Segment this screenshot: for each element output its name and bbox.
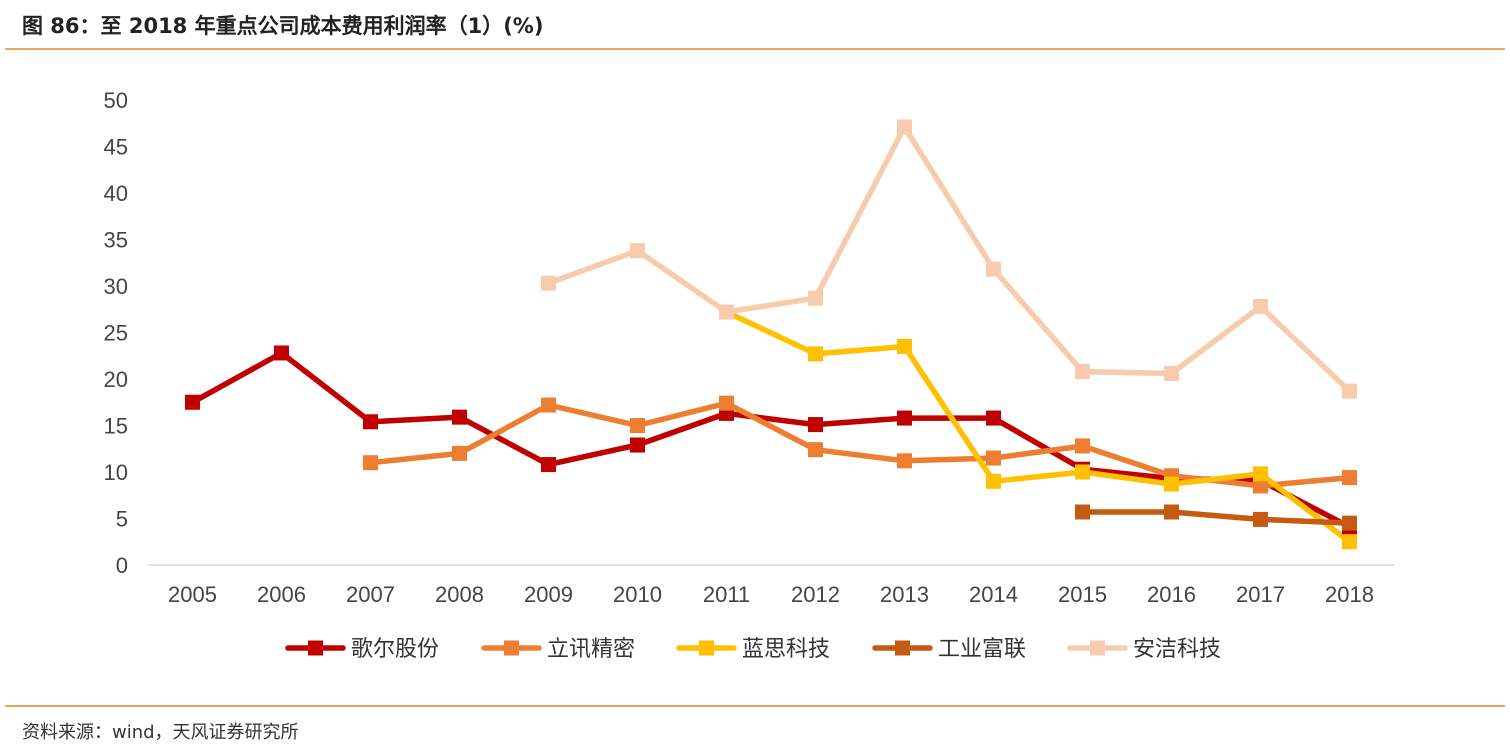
legend-label: 歌尔股份 [351, 637, 439, 662]
y-tick-label: 5 [116, 507, 128, 532]
legend-marker [308, 640, 323, 656]
legend-label: 安洁科技 [1133, 637, 1221, 662]
data-point [1342, 534, 1357, 550]
y-tick-label: 30 [104, 274, 128, 299]
x-tick-label: 2009 [524, 582, 573, 607]
legend-label: 蓝思科技 [742, 637, 830, 662]
y-tick-label: 40 [104, 181, 128, 206]
series-line-3 [1079, 509, 1353, 526]
data-point [808, 346, 823, 362]
data-point [1342, 515, 1357, 531]
y-axis-ticks: 0 5 10 15 20 25 30 35 40 45 50 [104, 88, 128, 578]
y-tick-label: 45 [104, 135, 128, 160]
legend-label: 立讯精密 [547, 637, 635, 662]
header: 图 86：至 2018 年重点公司成本费用利润率（1）(%) [0, 0, 1510, 50]
data-point [274, 345, 289, 361]
series-markers [185, 119, 1357, 550]
data-point [363, 414, 378, 430]
y-tick-label: 35 [104, 228, 128, 253]
x-tick-label: 2015 [1058, 582, 1107, 607]
data-point [1075, 504, 1090, 520]
series-line-4 [545, 124, 1353, 394]
legend-marker [895, 640, 910, 656]
data-point [541, 275, 556, 291]
data-point [986, 410, 1001, 426]
data-point [1253, 298, 1268, 314]
legend-label: 工业富联 [938, 637, 1026, 662]
header-divider [5, 48, 1505, 50]
data-point [452, 409, 467, 425]
data-point [1253, 478, 1268, 494]
data-point [897, 119, 912, 135]
data-point [1164, 504, 1179, 520]
legend-marker [699, 640, 714, 656]
y-tick-label: 50 [104, 88, 128, 113]
data-point [1342, 470, 1357, 486]
legend-marker [1090, 640, 1105, 656]
data-point [363, 455, 378, 471]
x-tick-label: 2017 [1236, 582, 1285, 607]
x-tick-label: 2018 [1325, 582, 1374, 607]
data-point [1342, 383, 1357, 399]
data-point [1253, 466, 1268, 482]
y-tick-label: 0 [116, 553, 128, 578]
y-tick-label: 25 [104, 321, 128, 346]
data-point [630, 437, 645, 453]
legend: 歌尔股份 立讯精密 蓝思科技 工业富联 安洁科技 [285, 637, 1221, 662]
x-axis-ticks: 2005 2006 2007 2008 2009 2010 2011 2012 2013 2014… [168, 582, 1374, 607]
y-tick-label: 15 [104, 414, 128, 439]
series-line-0 [189, 350, 1353, 530]
x-tick-label: 2012 [791, 582, 840, 607]
legend-marker [504, 640, 519, 656]
x-tick-label: 2011 [703, 582, 750, 607]
data-point [808, 417, 823, 433]
data-point [541, 457, 556, 473]
data-point [630, 418, 645, 433]
data-point [897, 453, 912, 469]
data-point [986, 473, 1001, 489]
data-point [541, 397, 556, 413]
x-tick-label: 2014 [969, 582, 1018, 607]
data-point [897, 410, 912, 426]
source-note: 资料来源：wind，天风证券研究所 [22, 722, 299, 743]
y-tick-label: 10 [104, 460, 128, 485]
data-point [1075, 438, 1090, 454]
data-point [897, 338, 912, 354]
page-title: 图 86：至 2018 年重点公司成本费用利润率（1）(%) [22, 14, 544, 38]
x-tick-label: 2007 [346, 582, 395, 607]
x-tick-label: 2013 [880, 582, 929, 607]
data-point [1164, 365, 1179, 381]
series-lines [189, 124, 1353, 545]
data-point [452, 445, 467, 461]
data-point [1075, 464, 1090, 480]
data-point [808, 442, 823, 458]
data-point [719, 395, 734, 411]
data-point [1164, 476, 1179, 492]
data-point [986, 450, 1001, 466]
data-point [630, 243, 645, 259]
x-tick-label: 2006 [257, 582, 306, 607]
series-line-2 [723, 309, 1353, 545]
series-line-1 [367, 400, 1353, 489]
data-point [986, 261, 1001, 277]
y-tick-label: 20 [104, 367, 128, 392]
x-tick-label: 2010 [613, 582, 662, 607]
x-tick-label: 2016 [1147, 582, 1196, 607]
data-point [1253, 511, 1268, 527]
data-point [808, 290, 823, 306]
data-point [719, 304, 734, 320]
x-tick-label: 2005 [168, 582, 217, 607]
data-point [185, 394, 200, 410]
footer-divider [5, 705, 1505, 707]
data-point [1075, 364, 1090, 380]
x-tick-label: 2008 [435, 582, 484, 607]
